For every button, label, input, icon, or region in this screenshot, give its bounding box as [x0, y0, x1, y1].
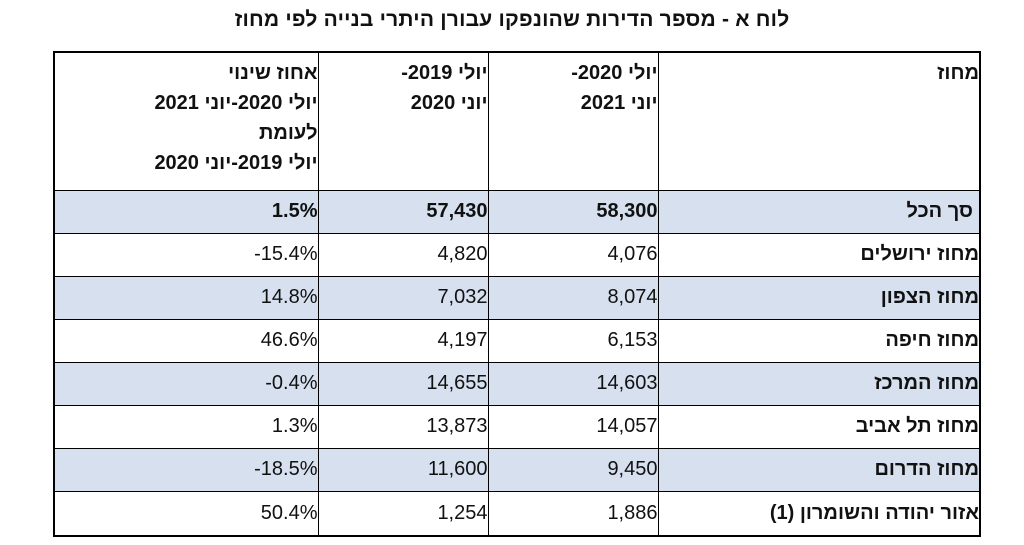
cell-previous: 4,820: [317, 232, 489, 277]
table-row: -0.4% 14,655 14,603 מחוז המרכז: [53, 361, 981, 406]
header-change-line: אחוז שינוי: [228, 62, 318, 84]
cell-current: 9,450: [487, 447, 659, 492]
permits-table: אחוז שינוי יולי 2020-יוני 2021 לעומת יול…: [53, 51, 981, 537]
cell-district: מחוז תל אביב: [657, 404, 981, 449]
cell-previous: 13,873: [317, 404, 489, 449]
cell-previous: 1,254: [317, 490, 489, 537]
table-row: 14.8% 7,032 8,074 מחוז הצפון: [53, 275, 981, 320]
header-district: מחוז: [657, 51, 981, 191]
cell-change: 46.6%: [53, 318, 319, 363]
cell-district: מחוז ירושלים: [657, 232, 981, 277]
cell-current: 1,886: [487, 490, 659, 537]
cell-current: 4,076: [487, 232, 659, 277]
cell-district: סך הכל: [657, 189, 981, 234]
cell-previous: 11,600: [317, 447, 489, 492]
cell-current: 58,300: [487, 189, 659, 234]
header-current-line: יוני 2021: [580, 92, 658, 114]
cell-change: -18.5%: [53, 447, 319, 492]
header-change-line: יולי 2019-יוני 2020: [154, 152, 318, 174]
table-row: 46.6% 4,197 6,153 מחוז חיפה: [53, 318, 981, 363]
cell-change: -15.4%: [53, 232, 319, 277]
header-previous-period: יולי 2019- יוני 2020: [317, 51, 489, 191]
header-change-line: יולי 2020-יוני 2021: [154, 92, 318, 114]
header-current-line: יולי 2020-: [571, 62, 658, 84]
cell-district: אזור יהודה והשומרון (1): [657, 490, 981, 537]
cell-change: 1.5%: [53, 189, 319, 234]
cell-previous: 4,197: [317, 318, 489, 363]
header-current-period: יולי 2020- יוני 2021: [487, 51, 659, 191]
header-row: אחוז שינוי יולי 2020-יוני 2021 לעומת יול…: [53, 51, 981, 191]
cell-change: 14.8%: [53, 275, 319, 320]
cell-district: מחוז הדרום: [657, 447, 981, 492]
table-title: לוח א - מספר הדירות שהונפקו עבורן היתרי …: [234, 8, 790, 31]
cell-current: 14,057: [487, 404, 659, 449]
cell-current: 8,074: [487, 275, 659, 320]
header-previous-line: יוני 2020: [410, 92, 488, 114]
cell-change: 1.3%: [53, 404, 319, 449]
cell-previous: 7,032: [317, 275, 489, 320]
cell-district: מחוז המרכז: [657, 361, 981, 406]
table-row: -15.4% 4,820 4,076 מחוז ירושלים: [53, 232, 981, 277]
cell-district: מחוז הצפון: [657, 275, 981, 320]
table-row-total: 1.5% 57,430 58,300 סך הכל: [53, 189, 981, 234]
cell-current: 14,603: [487, 361, 659, 406]
table-row: -18.5% 11,600 9,450 מחוז הדרום: [53, 447, 981, 492]
table-row: 50.4% 1,254 1,886 אזור יהודה והשומרון (1…: [53, 490, 981, 537]
cell-previous: 57,430: [317, 189, 489, 234]
cell-change: -0.4%: [53, 361, 319, 406]
cell-change: 50.4%: [53, 490, 319, 537]
cell-previous: 14,655: [317, 361, 489, 406]
header-change-line: לעומת: [258, 122, 318, 144]
table-row: 1.3% 13,873 14,057 מחוז תל אביב: [53, 404, 981, 449]
header-change: אחוז שינוי יולי 2020-יוני 2021 לעומת יול…: [53, 51, 319, 191]
cell-district: מחוז חיפה: [657, 318, 981, 363]
header-previous-line: יולי 2019-: [401, 62, 488, 84]
cell-current: 6,153: [487, 318, 659, 363]
